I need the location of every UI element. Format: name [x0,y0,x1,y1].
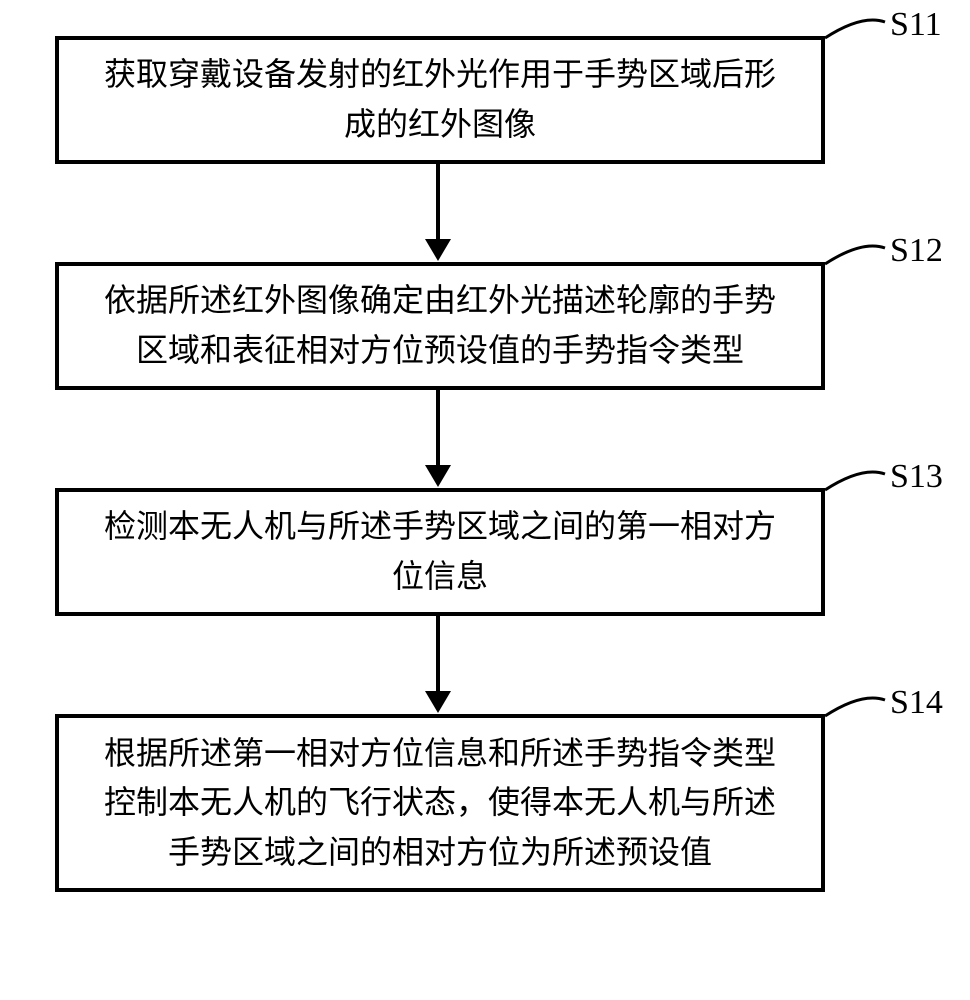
step-text-s12: 依据所述红外图像确定由红外光描述轮廓的手势区域和表征相对方位预设值的手势指令类型 [89,276,791,375]
step-box-s11: 获取穿戴设备发射的红外光作用于手势区域后形成的红外图像 [55,36,825,164]
step-text-s14: 根据所述第一相对方位信息和所述手势指令类型控制本无人机的飞行状态，使得本无人机与… [89,729,791,878]
step-label-s13: S13 [890,458,943,496]
step-label-s12: S12 [890,232,943,270]
step-box-s12: 依据所述红外图像确定由红外光描述轮廓的手势区域和表征相对方位预设值的手势指令类型 [55,262,825,390]
step-text-s11: 获取穿戴设备发射的红外光作用于手势区域后形成的红外图像 [89,50,791,149]
step-label-s14: S14 [890,684,943,722]
step-box-s13: 检测本无人机与所述手势区域之间的第一相对方位信息 [55,488,825,616]
step-box-s14: 根据所述第一相对方位信息和所述手势指令类型控制本无人机的飞行状态，使得本无人机与… [55,714,825,892]
step-text-s13: 检测本无人机与所述手势区域之间的第一相对方位信息 [89,502,791,601]
step-label-s11: S11 [890,6,942,44]
flowchart: S11 获取穿戴设备发射的红外光作用于手势区域后形成的红外图像 S12 依据所述… [0,0,970,1000]
